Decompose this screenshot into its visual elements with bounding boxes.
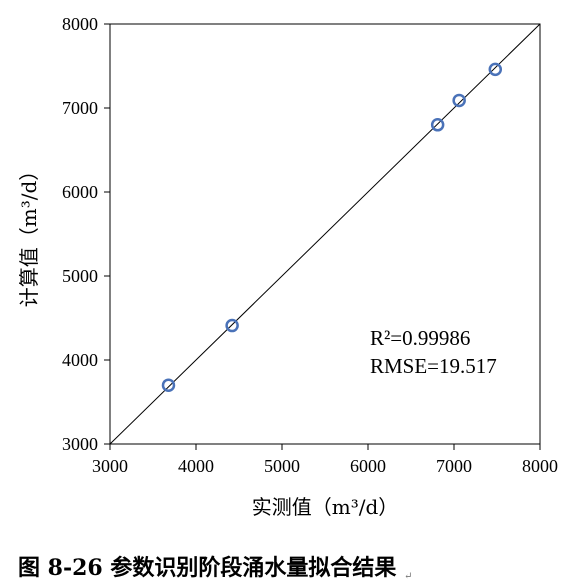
data-points xyxy=(161,62,503,392)
figure-caption: 图 8-26 参数识别阶段涌水量拟合结果 ↵ xyxy=(18,550,412,582)
y-tick-label: 8000 xyxy=(62,14,98,34)
x-tick-label: 3000 xyxy=(92,456,128,476)
y-tick-label: 6000 xyxy=(62,182,98,202)
data-point xyxy=(225,318,239,333)
x-tick-label: 5000 xyxy=(264,456,300,476)
annotation-rmse: RMSE=19.517 xyxy=(370,354,497,378)
figure-caption-text: 图 8-26 参数识别阶段涌水量拟合结果 xyxy=(18,555,397,581)
x-tick-label: 6000 xyxy=(350,456,386,476)
plot-area-frame xyxy=(109,23,541,445)
x-axis-label: 实测值（m³/d） xyxy=(252,495,399,519)
x-axis-ticks: 3000 4000 5000 6000 7000 8000 xyxy=(92,444,558,476)
one-to-one-reference-line xyxy=(109,23,541,445)
y-tick-label: 7000 xyxy=(62,98,98,118)
x-tick-label: 8000 xyxy=(522,456,558,476)
y-axis-ticks: 3000 4000 5000 6000 7000 8000 xyxy=(62,14,110,454)
paragraph-mark: ↵ xyxy=(404,571,413,582)
y-tick-label: 5000 xyxy=(62,266,98,286)
data-point xyxy=(452,93,466,108)
y-tick-label: 4000 xyxy=(62,350,98,370)
scatter-chart: 3000 4000 5000 6000 7000 8000 3000 4000 5000 600… xyxy=(17,14,558,519)
data-point xyxy=(488,62,503,77)
x-tick-label: 7000 xyxy=(436,456,472,476)
data-point xyxy=(161,378,176,392)
data-point xyxy=(430,118,445,132)
annotation-r-squared: R²=0.99986 xyxy=(370,326,470,350)
x-tick-label: 4000 xyxy=(178,456,214,476)
y-tick-label: 3000 xyxy=(62,434,98,454)
y-axis-label: 计算值（m³/d） xyxy=(17,161,41,308)
